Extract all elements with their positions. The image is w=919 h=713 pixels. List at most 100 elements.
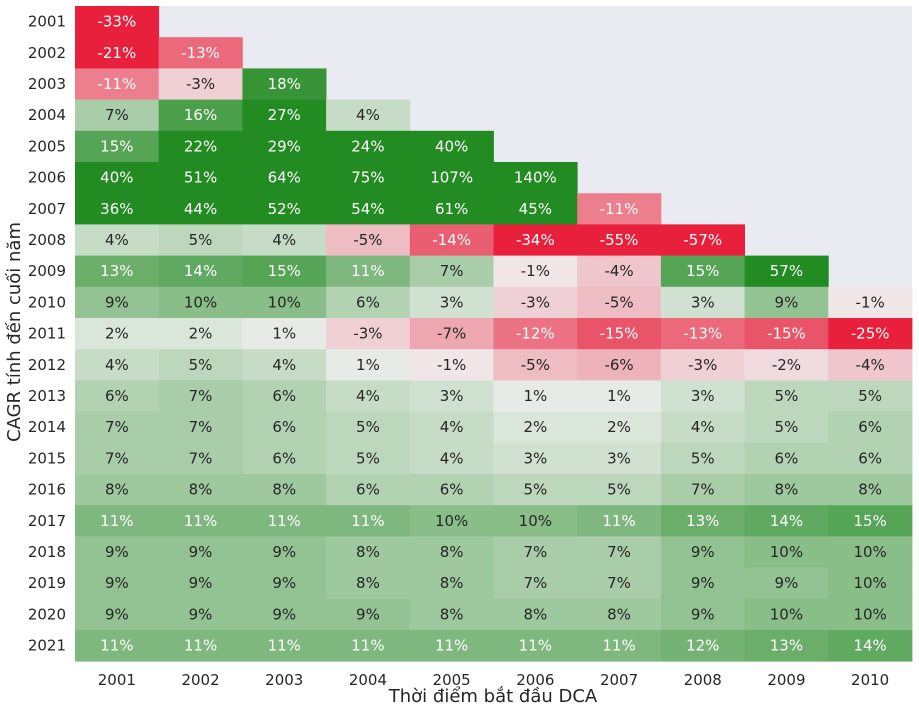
heatmap-cell-value: 7% <box>105 106 129 124</box>
heatmap-cell <box>158 442 243 475</box>
heatmap-cell-value: 36% <box>100 200 133 218</box>
heatmap-cell <box>744 255 829 288</box>
heatmap-cell <box>828 598 913 631</box>
heatmap-cell-value: 16% <box>184 106 217 124</box>
heatmap-cell <box>158 286 243 319</box>
x-axis-label: Thời điểm bắt đầu DCA <box>388 686 598 707</box>
heatmap-cell <box>326 130 411 163</box>
heatmap-cell-value: 75% <box>351 169 384 187</box>
heatmap-cell <box>744 411 829 444</box>
heatmap-cell-value: 6% <box>858 418 882 436</box>
heatmap-cell-value: 64% <box>268 169 301 187</box>
heatmap-cell-value: -21% <box>97 44 136 62</box>
heatmap-cell-value: 7% <box>523 543 547 561</box>
heatmap-cell <box>660 442 745 475</box>
heatmap-cell-value: -3% <box>688 356 717 374</box>
y-tick-label: 2003 <box>28 75 66 93</box>
heatmap-cell-value: -11% <box>97 75 136 93</box>
heatmap-cell <box>158 505 243 537</box>
heatmap-cell <box>326 162 411 194</box>
heatmap-cell-value: 11% <box>100 512 133 530</box>
heatmap-cell <box>409 255 494 288</box>
y-tick-label: 2004 <box>28 106 66 124</box>
x-tick-label: 2006 <box>516 671 554 689</box>
heatmap-cell <box>577 318 662 350</box>
heatmap-cell <box>744 567 829 600</box>
heatmap-cell-value: 8% <box>189 481 213 499</box>
heatmap-cell-value: 14% <box>184 262 217 280</box>
heatmap-cell-value: 9% <box>356 605 380 623</box>
heatmap-cell <box>577 286 662 319</box>
heatmap-cell-value: 6% <box>356 293 380 311</box>
heatmap-cell <box>75 630 160 662</box>
y-axis-tick-labels: 2001 2002 2003 2004 2005 2006 2007 2008 2009 2010… <box>28 13 66 655</box>
heatmap-cell <box>493 318 578 350</box>
heatmap-cell-value: 57% <box>770 262 803 280</box>
heatmap-cell-value: 11% <box>351 637 384 655</box>
y-tick-label: 2019 <box>28 574 66 592</box>
heatmap-cell-value: 7% <box>105 449 129 467</box>
heatmap-cell <box>828 286 913 319</box>
heatmap-cell <box>744 442 829 475</box>
heatmap-cell-value: 9% <box>691 543 715 561</box>
heatmap-cell <box>744 380 829 412</box>
heatmap-cell <box>75 505 160 537</box>
heatmap-cell-value: 52% <box>268 200 301 218</box>
heatmap-cell <box>409 380 494 412</box>
heatmap-cell-value: 10% <box>853 605 886 623</box>
heatmap-cell <box>409 193 494 225</box>
heatmap-cell-value: 9% <box>105 293 129 311</box>
heatmap-cell <box>158 380 243 412</box>
heatmap-cell <box>409 224 494 256</box>
heatmap-cell-value: -7% <box>437 325 466 343</box>
heatmap-cell-value: 11% <box>268 512 301 530</box>
heatmap-cell-value: -2% <box>772 356 801 374</box>
heatmap-cell-value: -13% <box>683 325 722 343</box>
heatmap-cell-value: 15% <box>100 137 133 155</box>
heatmap-cell <box>75 318 160 350</box>
heatmap-cell <box>158 37 243 69</box>
heatmap-cell-value: 1% <box>523 387 547 405</box>
heatmap-cell <box>75 68 160 100</box>
heatmap-cell <box>744 286 829 319</box>
heatmap-cell <box>409 162 494 194</box>
heatmap-cell <box>660 224 745 256</box>
heatmap-cell-value: 2% <box>523 418 547 436</box>
heatmap-cell <box>660 505 745 537</box>
heatmap-cell-value: 6% <box>858 449 882 467</box>
heatmap-cell <box>75 567 160 600</box>
heatmap-cell-value: 5% <box>189 231 213 249</box>
heatmap-cell <box>326 193 411 225</box>
heatmap-cell <box>158 255 243 288</box>
heatmap-cell-value: 11% <box>268 637 301 655</box>
heatmap-cell-value: 7% <box>189 449 213 467</box>
heatmap-cell <box>158 193 243 225</box>
heatmap-cell <box>828 567 913 600</box>
heatmap-cell-value: 11% <box>519 637 552 655</box>
heatmap-cell-value: 6% <box>272 387 296 405</box>
heatmap-cell <box>409 505 494 537</box>
heatmap-cell-value: 44% <box>184 200 217 218</box>
heatmap-cell <box>493 224 578 256</box>
heatmap-cell <box>577 474 662 506</box>
heatmap-cell-value: 29% <box>268 137 301 155</box>
heatmap-cell-value: -55% <box>600 231 639 249</box>
y-tick-label: 2016 <box>28 481 66 499</box>
heatmap-cell <box>158 162 243 194</box>
heatmap-cell-value: -11% <box>600 200 639 218</box>
heatmap-cell <box>242 474 327 506</box>
heatmap-cell <box>660 474 745 506</box>
heatmap-cell-value: 10% <box>519 512 552 530</box>
heatmap-cell <box>75 162 160 194</box>
heatmap-cell-value: 10% <box>268 293 301 311</box>
heatmap-cell-value: -5% <box>353 231 382 249</box>
heatmap-cell-value: 4% <box>356 106 380 124</box>
heatmap-cell-value: 7% <box>189 418 213 436</box>
heatmap-cell-value: 24% <box>351 137 384 155</box>
heatmap-cell <box>75 349 160 381</box>
heatmap-cell <box>75 536 160 568</box>
heatmap-cell <box>660 349 745 381</box>
heatmap-cell <box>326 411 411 444</box>
heatmap-cell-value: 9% <box>272 543 296 561</box>
heatmap-cell-value: 13% <box>686 512 719 530</box>
